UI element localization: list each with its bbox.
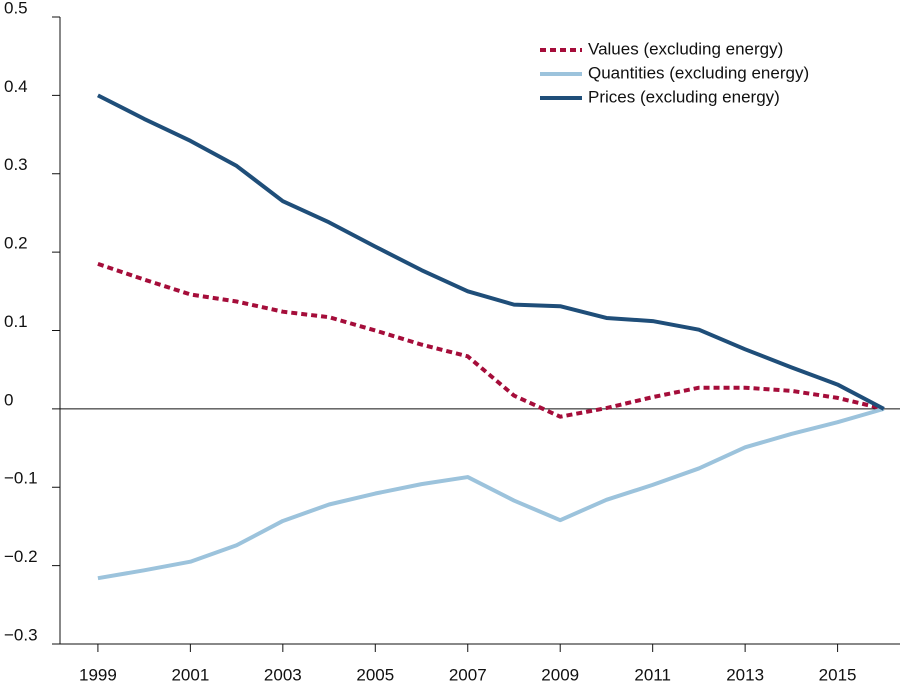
- y-tick-label: −0.2: [4, 547, 38, 566]
- x-tick-label: 1999: [79, 665, 117, 684]
- y-tick-label: −0.1: [4, 469, 38, 488]
- x-tick-label: 2009: [541, 665, 579, 684]
- line-series: [97, 93, 885, 411]
- x-tick-label: 2001: [171, 665, 209, 684]
- line-series: [97, 261, 885, 419]
- y-tick-label: 0.4: [4, 77, 28, 96]
- y-tick-label: 0.5: [4, 0, 28, 17]
- x-tick-label: 2013: [726, 665, 764, 684]
- legend-label: Values (excluding energy): [588, 39, 783, 58]
- x-tick-label: 2007: [449, 665, 487, 684]
- x-tick-label: 2005: [356, 665, 394, 684]
- y-tick-label: 0.3: [4, 155, 28, 174]
- y-tick-label: −0.3: [4, 625, 38, 644]
- line-series: [97, 406, 885, 581]
- legend-label: Quantities (excluding energy): [588, 63, 809, 82]
- x-tick-label: 2011: [634, 665, 671, 684]
- y-tick-label: 0.2: [4, 234, 28, 253]
- x-tick-label: 2015: [819, 665, 857, 684]
- y-tick-label: 0: [4, 390, 13, 409]
- legend-label: Prices (excluding energy): [588, 87, 780, 106]
- x-tick-label: 2003: [264, 665, 302, 684]
- y-tick-label: 0.1: [4, 312, 28, 331]
